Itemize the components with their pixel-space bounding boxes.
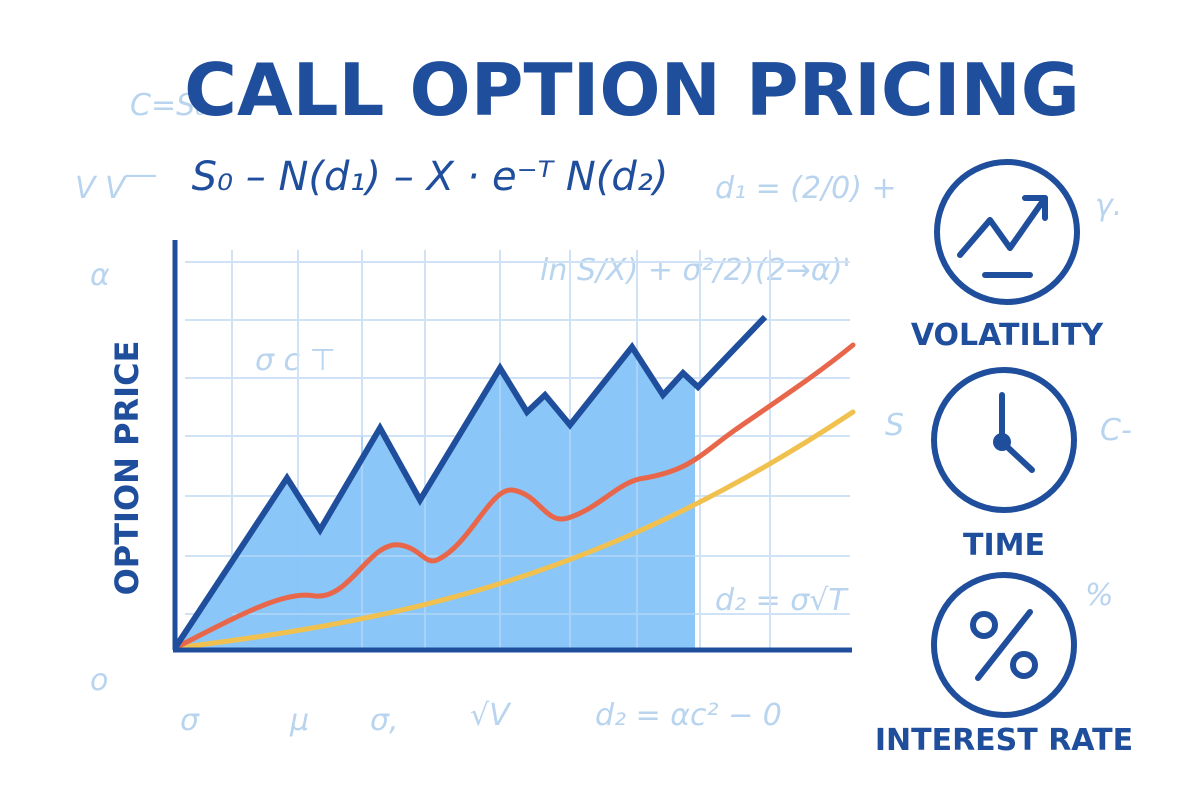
formula: S₀ – N(d₁) – X · e⁻ᵀ N(d₂): [192, 154, 669, 200]
background-note: α: [90, 258, 110, 293]
interest-icon: [931, 572, 1077, 718]
y-axis-label: OPTION PRICE: [108, 341, 146, 596]
background-note: σ,: [370, 703, 399, 738]
background-note: V V‾‾: [75, 171, 157, 206]
volatility-icon: [934, 159, 1080, 305]
factor-label: TIME: [963, 528, 1045, 563]
background-note: C-: [1100, 413, 1132, 448]
background-note: d₂ = σ√T: [715, 583, 849, 618]
background-note: d₁ = (2/0) +: [715, 171, 897, 206]
background-note: C=S₀: [130, 88, 207, 123]
background-note: √V: [470, 698, 512, 733]
yellow-curve: [172, 409, 856, 651]
factor-label: INTEREST RATE: [875, 723, 1133, 758]
time-icon: [931, 367, 1077, 513]
background-note: σ: [180, 703, 200, 738]
background-note: d₂ = αc² − 0: [595, 698, 782, 733]
chart-grid-overlay: [232, 360, 695, 650]
background-note: σ c ⊤: [255, 343, 336, 378]
background-note: μ: [289, 703, 309, 738]
background-note: γ.: [1095, 188, 1122, 223]
background-note: o: [90, 663, 108, 698]
background-note: ln S/X) + σ²/2): [540, 253, 754, 288]
background-note: %: [1085, 578, 1114, 613]
title: CALL OPTION PRICING: [184, 48, 1080, 132]
factor-label: VOLATILITY: [911, 318, 1105, 353]
red-curve: [172, 342, 856, 651]
blue-line: [172, 314, 768, 650]
background-note: S: [885, 408, 904, 443]
